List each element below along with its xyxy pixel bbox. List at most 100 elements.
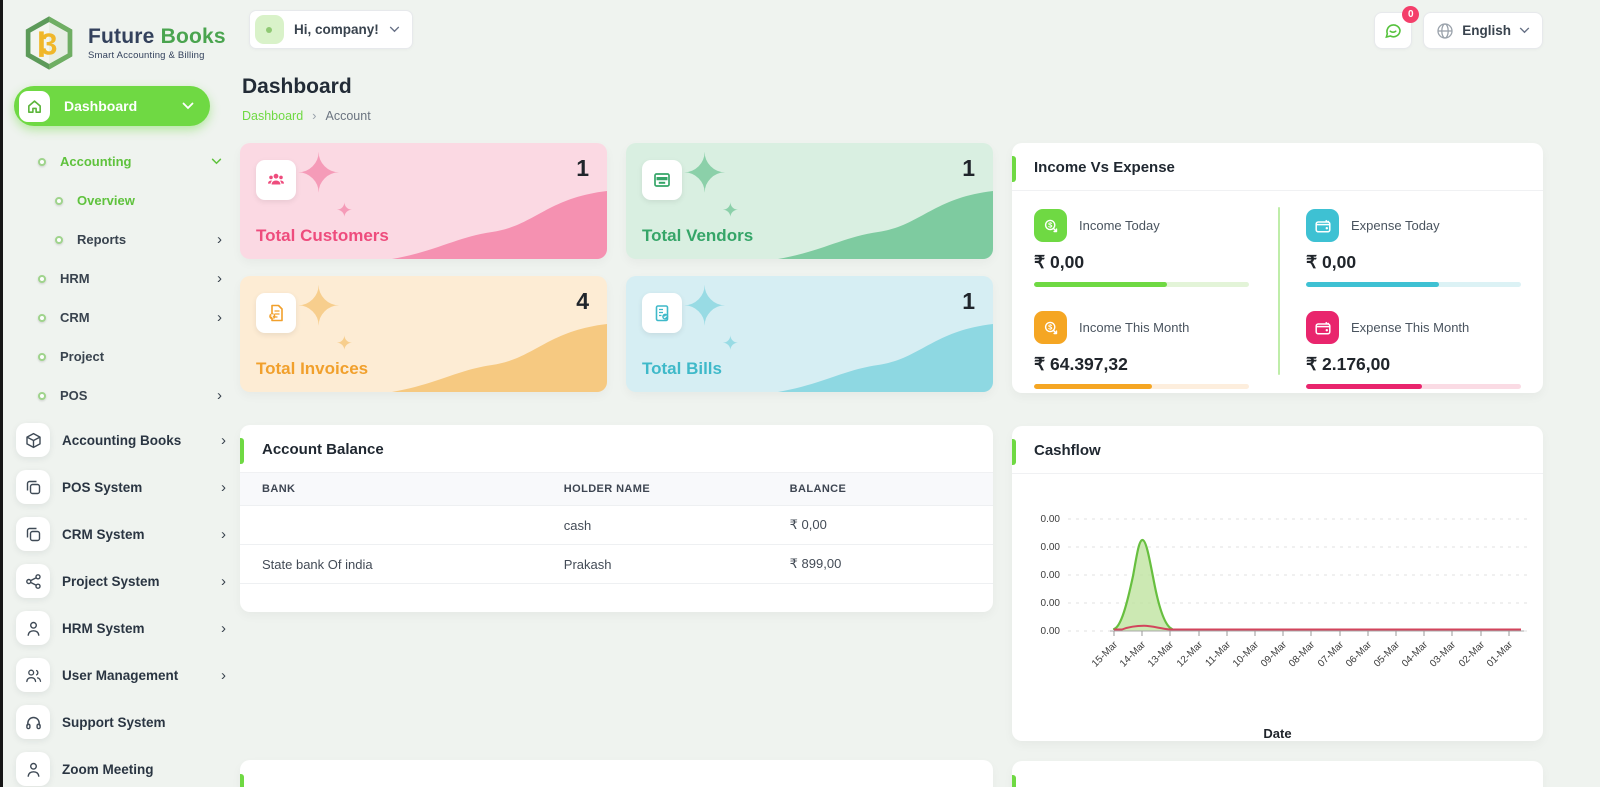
bullet-icon: [38, 391, 46, 400]
chevron-right-icon: ›: [221, 666, 226, 684]
amount: ₹ 2.176,00: [1306, 354, 1391, 374]
svg-text:05-Mar: 05-Mar: [1372, 639, 1403, 670]
progress-bar: [1034, 282, 1249, 287]
income-today-item: $ Income Today ₹ 0,00: [1034, 209, 1249, 287]
brand-logo-icon: 3: [25, 16, 73, 70]
sidebar-modules: Accounting Books › POS System › CRM Syst…: [16, 423, 226, 786]
table-row: cash ₹ 0,00: [240, 505, 993, 545]
content-grid: ✦ ✦ 1 Total Customers ✦ ✦ 1 Total Vendo: [240, 143, 1543, 787]
sidebar-item-crm[interactable]: CRM ›: [20, 298, 226, 337]
amount: ₹ 64.397,32: [1034, 354, 1128, 374]
wallet-icon: [1306, 209, 1339, 242]
stat-value: 4: [576, 288, 589, 314]
wallet-icon: [1306, 311, 1339, 344]
stat-label: Total Customers: [256, 226, 389, 245]
accent-bar: [240, 438, 244, 464]
notification-badge: 0: [1402, 6, 1420, 23]
bullet-icon: [38, 313, 46, 322]
page-title: Dashboard: [242, 75, 352, 98]
sidebar-item-support-system[interactable]: Support System: [16, 705, 226, 739]
sparkle-decoration: ✦: [336, 200, 353, 222]
table-row: State bank Of india Prakash ₹ 899,00: [240, 544, 993, 584]
sidebar: 3 Future Books Smart Accounting & Billin…: [0, 0, 240, 787]
headset-icon: [16, 705, 50, 739]
sidebar-item-crm-system[interactable]: CRM System ›: [16, 517, 226, 551]
income-vs-expense-panel: Income Vs Expense $ Income Today ₹ 0,00: [1012, 143, 1543, 393]
svg-text:04-Mar: 04-Mar: [1400, 639, 1431, 670]
sparkle-decoration: ✦: [682, 277, 728, 337]
column-header: BALANCE: [789, 473, 993, 506]
sidebar-item-pos-system[interactable]: POS System ›: [16, 470, 226, 504]
account-balance-table: BANK HOLDER NAME BALANCE cash ₹ 0,00: [240, 473, 993, 584]
sidebar-item-hrm[interactable]: HRM ›: [20, 259, 226, 298]
customers-icon: [256, 160, 296, 200]
sidebar-item-zoom-meeting[interactable]: Zoom Meeting: [16, 752, 226, 786]
storefront-icon: [642, 160, 682, 200]
divider: [1277, 207, 1280, 375]
x-axis-label: Date: [1263, 726, 1292, 741]
sidebar-subnav: Accounting Overview Reports › HRM ›: [20, 142, 226, 415]
sidebar-item-overview[interactable]: Overview: [20, 181, 226, 220]
chat-bubble-icon: [1383, 21, 1403, 41]
chevron-right-icon: ›: [221, 478, 226, 496]
brand: 3 Future Books Smart Accounting & Billin…: [20, 14, 226, 72]
chevron-down-icon: [389, 26, 400, 33]
svg-text:3: 3: [41, 29, 58, 62]
sparkle-decoration: ✦: [336, 333, 353, 355]
total-vendors-card[interactable]: ✦ ✦ 1 Total Vendors: [626, 143, 993, 259]
wave-decoration: [392, 324, 607, 392]
sidebar-item-pos[interactable]: POS ›: [20, 376, 226, 415]
panel-title: Income Vs Expense: [1012, 143, 1543, 191]
sidebar-item-dashboard[interactable]: Dashboard: [14, 86, 210, 126]
clone-icon: [16, 517, 50, 551]
user-greeting: Hi, company!: [294, 22, 379, 37]
chevron-down-icon: [1519, 27, 1530, 34]
stat-label: Total Invoices: [256, 359, 369, 378]
sidebar-item-accounting-books[interactable]: Accounting Books ›: [16, 423, 226, 457]
svg-text:0.00: 0.00: [1041, 626, 1061, 637]
sidebar-item-project[interactable]: Project: [20, 337, 226, 376]
money-icon: $: [1034, 311, 1067, 344]
invoice-icon: ₹: [256, 293, 296, 333]
money-icon: $: [1034, 209, 1067, 242]
chevron-down-icon: [182, 102, 194, 110]
breadcrumb-current: Account: [325, 108, 371, 123]
sparkle-decoration: ✦: [722, 200, 739, 222]
globe-icon: [1436, 22, 1454, 40]
sidebar-item-hrm-system[interactable]: HRM System ›: [16, 611, 226, 645]
progress-bar: [1034, 384, 1249, 389]
svg-text:15-Mar: 15-Mar: [1090, 639, 1121, 670]
sidebar-item-accounting[interactable]: Accounting: [20, 142, 226, 181]
sidebar-item-project-system[interactable]: Project System ›: [16, 564, 226, 598]
chevron-right-icon: ›: [217, 309, 222, 326]
total-bills-card[interactable]: ✦ ✦ 1 Total Bills: [626, 276, 993, 392]
user-icon: [16, 752, 50, 786]
brand-name: Future Books: [88, 25, 226, 48]
cube-icon: [16, 423, 50, 457]
column-header: BANK: [240, 473, 564, 506]
total-customers-card[interactable]: ✦ ✦ 1 Total Customers: [240, 143, 607, 259]
sidebar-item-user-management[interactable]: User Management ›: [16, 658, 226, 692]
avatar: [255, 15, 284, 44]
accent-bar: [240, 774, 244, 787]
svg-text:13-Mar: 13-Mar: [1146, 639, 1177, 670]
breadcrumb-dashboard-link[interactable]: Dashboard: [242, 108, 304, 123]
clone-icon: [16, 470, 50, 504]
svg-text:$: $: [1048, 220, 1053, 229]
cashflow-panel: Cashflow 0.00 0.00 0.00: [1012, 426, 1543, 741]
amount: ₹ 0,00: [1306, 252, 1357, 272]
accent-bar: [1012, 775, 1016, 787]
svg-text:12-Mar: 12-Mar: [1175, 639, 1206, 670]
bullet-icon: [55, 235, 63, 244]
wave-decoration: [392, 191, 607, 259]
language-selector[interactable]: English: [1423, 12, 1543, 49]
messages-button[interactable]: 0: [1374, 6, 1420, 49]
breadcrumb-separator: ›: [312, 108, 317, 123]
bullet-icon: [38, 274, 46, 283]
stat-value: 1: [962, 288, 975, 314]
amount: ₹ 0,00: [1034, 252, 1085, 272]
sidebar-item-reports[interactable]: Reports ›: [20, 220, 226, 259]
user-menu-button[interactable]: Hi, company!: [249, 10, 413, 49]
total-invoices-card[interactable]: ₹ ✦ ✦ 4 Total Invoices: [240, 276, 607, 392]
